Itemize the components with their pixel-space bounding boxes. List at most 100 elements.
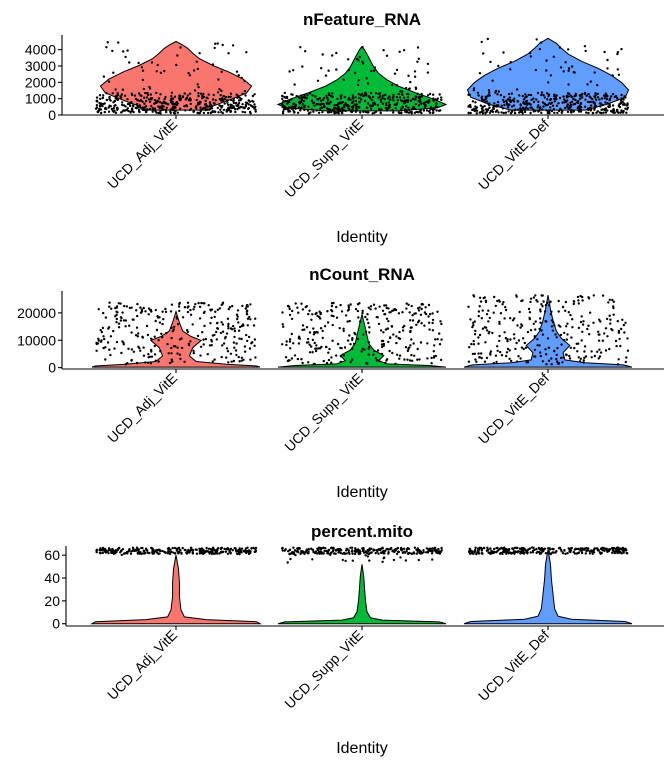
data-point	[293, 549, 297, 552]
data-point	[290, 332, 293, 336]
data-point	[243, 350, 247, 353]
data-point	[579, 94, 582, 97]
data-point	[358, 551, 361, 554]
data-point	[540, 111, 543, 115]
points-UCD_Supp_VitE	[280, 546, 443, 564]
data-point	[440, 322, 443, 326]
data-point	[195, 60, 198, 63]
data-point	[412, 342, 415, 345]
data-point	[547, 304, 551, 307]
data-point	[354, 548, 357, 551]
data-point	[384, 361, 387, 365]
data-point	[354, 99, 358, 103]
data-point	[310, 318, 313, 321]
data-point	[137, 332, 140, 335]
data-point	[324, 74, 328, 77]
data-point	[284, 99, 287, 103]
data-point	[156, 100, 160, 103]
data-point	[401, 93, 404, 97]
data-point	[574, 92, 577, 96]
data-point	[541, 305, 544, 308]
data-point	[291, 309, 294, 313]
data-point	[426, 357, 429, 360]
data-point	[387, 320, 390, 323]
data-point	[520, 299, 523, 303]
data-point	[134, 334, 138, 337]
data-point	[223, 547, 226, 551]
data-point	[549, 106, 552, 109]
data-point	[160, 332, 163, 335]
panel-title: nFeature_RNA	[303, 10, 421, 29]
data-point	[424, 100, 427, 104]
data-point	[188, 92, 192, 95]
data-point	[511, 99, 514, 102]
data-point	[384, 304, 388, 307]
data-point	[548, 111, 551, 115]
data-point	[198, 317, 202, 320]
data-point	[551, 329, 555, 332]
data-point	[290, 317, 294, 321]
data-point	[536, 344, 539, 347]
data-point	[183, 548, 186, 552]
data-point	[485, 329, 489, 332]
data-point	[494, 91, 497, 94]
data-point	[138, 99, 141, 103]
data-point	[625, 356, 628, 359]
data-point	[209, 111, 212, 115]
data-point	[336, 97, 339, 101]
data-point	[480, 547, 484, 551]
data-point	[597, 339, 601, 342]
data-point	[498, 339, 501, 343]
data-point	[345, 552, 348, 555]
data-point	[180, 552, 183, 555]
data-point	[235, 93, 238, 96]
data-point	[245, 51, 248, 54]
data-point	[351, 347, 354, 350]
data-point	[563, 101, 566, 104]
data-point	[392, 333, 395, 336]
data-point	[159, 93, 162, 96]
data-point	[496, 100, 500, 104]
data-point	[348, 319, 351, 323]
data-point	[121, 548, 125, 551]
data-point	[186, 301, 190, 304]
data-point	[287, 550, 290, 553]
data-point	[489, 547, 492, 550]
data-point	[212, 93, 215, 97]
data-point	[334, 549, 337, 552]
data-point	[192, 349, 195, 353]
data-point	[184, 109, 187, 112]
data-point	[241, 103, 244, 106]
data-point	[583, 345, 587, 348]
data-point	[322, 103, 325, 106]
violin-UCD_Supp_VitE	[277, 564, 447, 625]
data-point	[483, 98, 486, 102]
data-point	[366, 318, 369, 321]
data-point	[241, 92, 244, 96]
data-point	[373, 66, 376, 69]
data-point	[178, 301, 181, 305]
data-point	[500, 111, 503, 114]
data-point	[533, 348, 537, 351]
data-point	[567, 92, 570, 95]
data-point	[303, 93, 306, 97]
data-point	[399, 108, 403, 112]
data-point	[170, 346, 173, 350]
data-point	[584, 355, 588, 358]
data-point	[580, 339, 583, 342]
data-point	[247, 335, 251, 339]
y-tick-label: 60	[44, 547, 60, 563]
data-point	[372, 353, 375, 356]
y-tick-label: 0	[52, 616, 60, 632]
data-point	[565, 338, 568, 341]
data-point	[325, 107, 329, 110]
data-point	[411, 107, 414, 110]
data-point	[150, 355, 154, 358]
data-point	[363, 99, 367, 103]
data-point	[547, 95, 550, 98]
data-point	[118, 546, 121, 550]
data-point	[581, 299, 584, 302]
data-point	[246, 546, 249, 549]
data-point	[624, 321, 627, 324]
data-point	[470, 342, 473, 346]
